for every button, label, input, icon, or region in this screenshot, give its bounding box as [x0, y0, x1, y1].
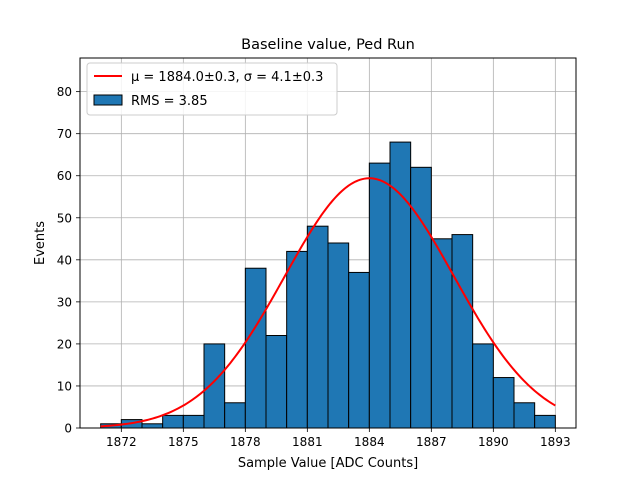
chart-title: Baseline value, Ped Run — [241, 37, 415, 53]
legend: μ = 1884.0±0.3, σ = 4.1±0.3 RMS = 3.85 — [86, 62, 338, 116]
x-tick-label: 1890 — [478, 435, 509, 449]
y-tick-label: 10 — [57, 379, 72, 393]
y-tick-label: 0 — [64, 422, 72, 436]
x-axis-label: Sample Value [ADC Counts] — [238, 456, 418, 471]
histogram-bar — [410, 166, 432, 429]
legend-hist-label: RMS = 3.85 — [131, 94, 208, 109]
x-tick-label: 1893 — [540, 435, 571, 449]
histogram-bar — [224, 402, 246, 429]
legend-hist-swatch — [93, 94, 123, 106]
histogram-bar — [244, 267, 267, 429]
histogram-bar — [472, 343, 494, 429]
histogram-bar — [203, 343, 226, 429]
y-tick-label: 80 — [57, 85, 72, 99]
histogram-bar — [368, 162, 391, 429]
y-tick-label: 60 — [57, 169, 72, 183]
x-tick-label: 1872 — [106, 435, 137, 449]
histogram-bar — [389, 141, 412, 429]
x-tick-label: 1878 — [230, 435, 261, 449]
histogram-bars — [100, 141, 556, 429]
histogram-bar — [534, 414, 556, 429]
y-tick-label: 70 — [57, 127, 72, 141]
histogram-bar — [492, 377, 515, 429]
histogram-bar — [513, 402, 536, 429]
y-tick-label: 20 — [57, 337, 72, 351]
x-tick-label: 1884 — [354, 435, 385, 449]
histogram-bar — [182, 414, 205, 429]
gaussian-fit-curve — [100, 177, 556, 428]
histogram-bar — [141, 423, 164, 429]
legend-box — [86, 62, 338, 116]
histogram-bar — [265, 335, 288, 429]
histogram-bar — [348, 271, 370, 429]
plot-frame — [79, 57, 577, 429]
histogram-bar — [162, 414, 184, 429]
histogram-bar — [286, 250, 308, 429]
histogram-bar — [327, 242, 350, 429]
x-tick-label: 1887 — [416, 435, 447, 449]
x-axis-ticks: 1872 1875 1878 1881 1884 1887 1890 1893 — [106, 428, 571, 449]
y-tick-label: 50 — [57, 211, 72, 225]
x-tick-label: 1881 — [292, 435, 323, 449]
y-axis-label: Events — [33, 221, 48, 265]
y-tick-label: 30 — [57, 295, 72, 309]
histogram-bar — [451, 234, 474, 429]
x-tick-label: 1875 — [168, 435, 199, 449]
histogram-bar — [306, 225, 329, 429]
y-axis-ticks: 0 10 20 30 40 50 60 70 80 — [57, 85, 80, 436]
legend-fit-label: μ = 1884.0±0.3, σ = 4.1±0.3 — [131, 70, 323, 85]
y-tick-label: 40 — [57, 253, 72, 267]
